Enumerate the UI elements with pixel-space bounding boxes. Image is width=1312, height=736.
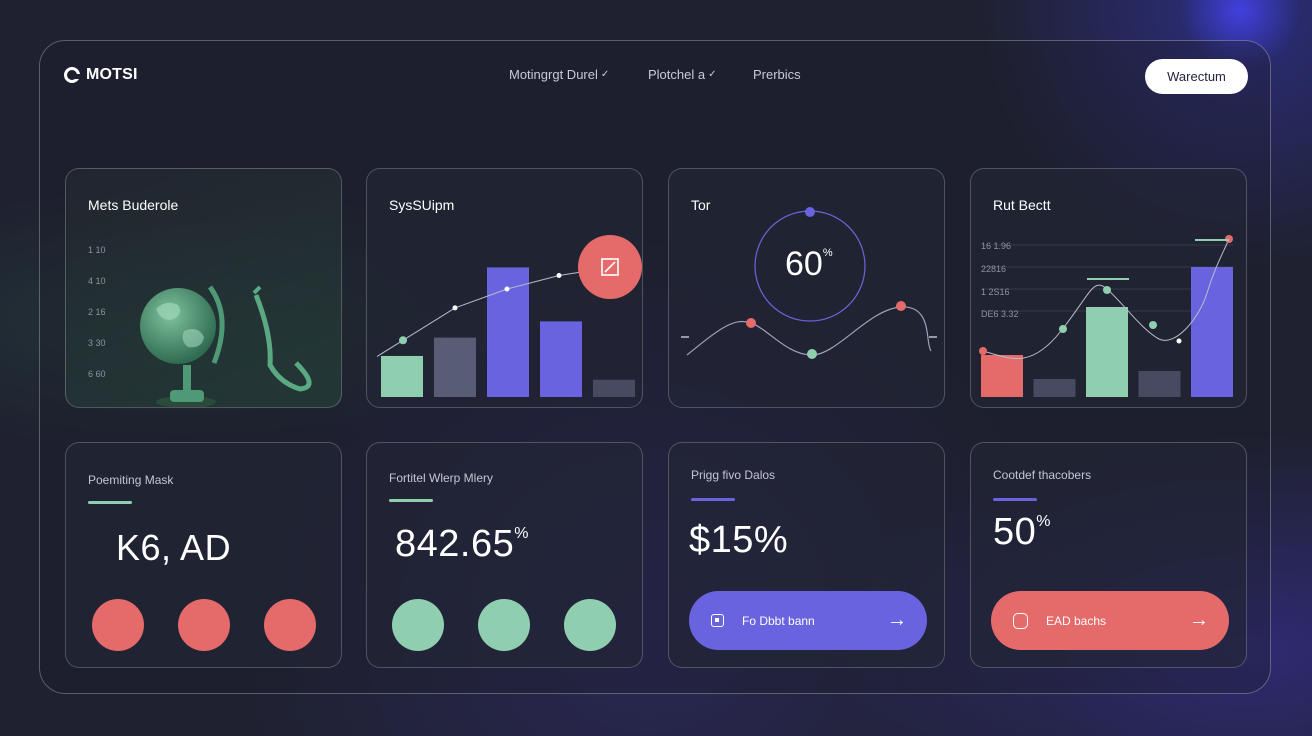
bar [981,355,1023,397]
bar [593,379,635,397]
y-tick: DE6 3.32 [981,309,1019,319]
card-title: Tor [691,197,711,213]
square-icon [711,614,724,627]
edit-badge-button[interactable] [578,235,642,299]
curve-point [896,301,906,311]
chevron-down-icon: ✓ [600,69,610,80]
brand-logo[interactable]: MOTSI [64,66,138,84]
y-tick: 16 1.96 [981,241,1012,251]
edit-square-icon [601,258,619,276]
chevron-down-icon: ✓ [708,69,717,80]
status-dot[interactable] [178,599,230,651]
card-prigg-fivo[interactable]: Prigg fivo Dalos $15% Fo Dbbt bann → [668,442,945,668]
y-tick: 1 2S16 [981,287,1010,297]
nav-item-2[interactable]: Plotchel a ✓ [648,67,716,82]
gauge-value-group: 60% [785,245,833,284]
metric-unit: % [514,525,529,542]
card-title: Rut Bectt [993,197,1051,213]
status-dot[interactable] [478,599,530,651]
y-tick: 22816 [981,264,1007,274]
bar-chart [376,264,635,397]
curve-point [807,349,817,359]
metric-value: $15% [689,519,789,561]
nav-item-1-label: Motingrgt Durel [509,67,598,82]
line-point [399,336,407,345]
metric-value-group: 842.65% [395,523,529,566]
card-fortitel-wlerp[interactable]: Fortitel Wlerp Mlery 842.65% [366,442,643,668]
series-curve [982,238,1230,359]
y-tick: 1 10 [88,245,106,255]
gauge-unit: % [822,247,833,259]
card-tor[interactable]: Tor 60% [668,168,945,408]
status-dot[interactable] [392,599,444,651]
curve-point [979,347,987,355]
card-title: Cootdef thacobers [993,468,1092,482]
arrow-right-icon: → [1189,609,1209,631]
metric-unit: % [1036,513,1052,530]
card-title: SysSUipm [389,197,455,213]
bar [1191,267,1233,397]
gauge-value: 60 [785,245,823,283]
action-button[interactable]: EAD bachs → [991,591,1229,650]
bar-chart [979,235,1233,397]
y-tick: 3 30 [88,338,106,348]
line-point [556,273,562,278]
nav-item-1[interactable]: Motingrgt Durel ✓ [509,67,609,82]
y-tick: 6 60 [88,369,106,379]
card-cootdef[interactable]: Cootdef thacobers 50% EAD bachs → [970,442,1247,668]
card-title: Prigg fivo Dalos [691,468,776,482]
metric-value: 842.65 [395,523,515,565]
gauge-knob [805,207,815,217]
bar [1033,379,1076,397]
curve-point [1059,325,1067,333]
arrow-right-icon: → [887,609,907,631]
y-tick: 2 16 [88,307,106,317]
bar [1086,307,1128,397]
bar [434,337,476,397]
curve-point [1149,321,1157,329]
action-button[interactable]: Fo Dbbt bann → [689,591,927,650]
accent-line [691,498,735,501]
accent-line [993,498,1037,501]
curve-point [746,318,756,328]
card-title: Mets Buderole [88,197,179,213]
rounded-square-icon [1013,612,1028,629]
curve-point [1176,338,1182,344]
curve-point [1103,286,1111,294]
card-rut-bectt[interactable]: Rut Bectt 16 1.96 22816 1 2S16 DE6 3.32 [970,168,1247,408]
gauge-chart [681,207,937,359]
logo-text: MOTSI [86,66,138,83]
logo-mark-icon [64,67,80,83]
status-dot[interactable] [92,599,144,651]
line-point [504,286,510,292]
cta-button[interactable]: Warectum [1145,59,1248,94]
metric-value: K6, AD [116,527,232,568]
nav-item-3[interactable]: Prerbics [753,67,801,82]
bar [381,355,423,397]
accent-line [389,499,433,502]
card-syssuipm[interactable]: SysSUipm [366,168,643,408]
metric-value: 50 [993,511,1037,553]
nav-item-3-label: Prerbics [753,67,801,82]
y-tick: 4 10 [88,276,106,286]
card-poemiting-mask[interactable]: Poemiting Mask K6, AD [65,442,342,668]
nav-item-2-label: Plotchel a [648,67,706,82]
card-mets-buderole[interactable]: Mets Buderole 1 10 4 10 2 16 3 30 6 60 [65,168,342,408]
status-dot[interactable] [564,599,616,651]
card-title: Fortitel Wlerp Mlery [389,471,494,485]
action-button-label: Fo Dbbt bann [742,613,815,628]
bar [1138,371,1181,397]
accent-line [88,501,132,504]
line-point [452,305,458,311]
bar [540,321,582,397]
metric-value-group: 50% [993,511,1051,554]
action-button-label: EAD bachs [1046,613,1107,628]
globe-icon [140,285,312,407]
status-dot[interactable] [264,599,316,651]
card-title: Poemiting Mask [88,473,174,487]
